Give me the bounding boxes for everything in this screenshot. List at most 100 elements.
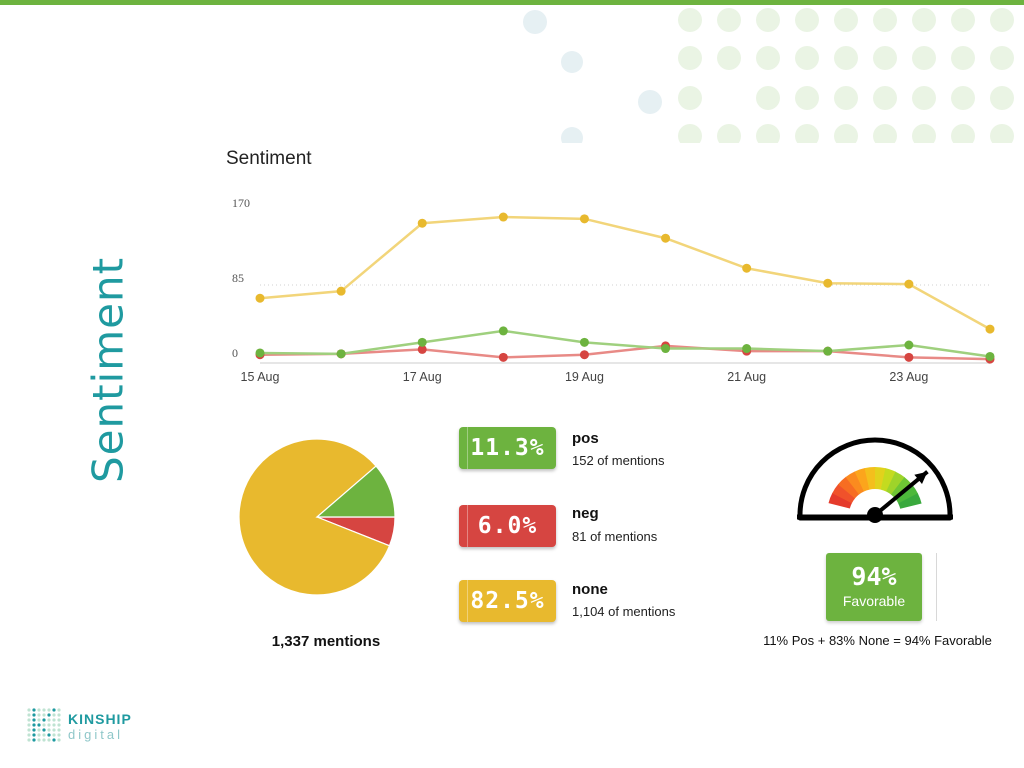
decor-dot	[834, 86, 858, 110]
kinship-k-icon	[27, 708, 61, 742]
neg-percent-badge: 6.0%	[459, 505, 556, 547]
logo-dot	[37, 718, 41, 722]
logo-dot	[57, 728, 61, 732]
decor-dot	[951, 46, 975, 70]
logo-dot	[42, 718, 46, 722]
data-point-pos	[336, 349, 346, 359]
x-tick-label: 21 Aug	[727, 370, 766, 384]
logo-dot	[47, 728, 51, 732]
logo-dot	[47, 708, 51, 712]
data-point-none	[742, 263, 752, 273]
decor-dot	[678, 8, 702, 32]
logo-dot	[52, 708, 56, 712]
logo-dot	[47, 733, 51, 737]
decor-dot	[912, 8, 936, 32]
logo-dot	[42, 738, 46, 742]
decor-dot	[756, 86, 780, 110]
x-tick-label: 17 Aug	[403, 370, 442, 384]
neg-mentions: 81 of mentions	[572, 529, 658, 544]
favorability-formula: 11% Pos + 83% None = 94% Favorable	[763, 633, 992, 648]
logo-dot	[52, 738, 56, 742]
logo-sub: digital	[68, 727, 123, 742]
decor-dot	[795, 86, 819, 110]
gauge-segment	[838, 476, 860, 499]
logo-dot	[37, 723, 41, 727]
logo-dot	[37, 733, 41, 737]
favorable-box-edge	[936, 553, 937, 621]
favorability-gauge	[797, 437, 953, 523]
decor-dot	[912, 124, 936, 148]
data-point-none	[336, 286, 346, 296]
decor-dot	[990, 124, 1014, 148]
logo-dot	[27, 718, 31, 722]
data-point-none	[985, 324, 995, 334]
neg-label: neg	[572, 505, 599, 522]
logo-dot	[27, 733, 31, 737]
x-tick-label: 15 Aug	[241, 370, 280, 384]
logo-name: KINSHIP	[68, 711, 132, 727]
data-point-none	[823, 278, 833, 288]
data-point-pos	[661, 344, 671, 354]
data-point-none	[579, 214, 589, 224]
logo-dot	[57, 713, 61, 717]
pie-slice-pos	[315, 465, 396, 518]
logo-dot	[57, 723, 61, 727]
data-point-pos	[823, 346, 833, 356]
gauge-segment	[832, 484, 856, 504]
gauge-segment	[898, 493, 922, 509]
data-point-pos	[904, 340, 914, 350]
pos-percent-badge: 11.3%	[459, 427, 556, 469]
data-point-none	[498, 212, 508, 222]
logo-dot	[52, 733, 56, 737]
decor-dot	[795, 124, 819, 148]
slide-side-title: Sentiment	[58, 240, 158, 500]
decor-dot	[834, 8, 858, 32]
none-label: none	[572, 581, 608, 598]
logo-dot	[27, 728, 31, 732]
decor-dot	[834, 46, 858, 70]
logo-dot	[32, 733, 36, 737]
gauge-segment	[890, 477, 913, 499]
data-point-neg	[904, 352, 914, 362]
logo-dot	[47, 723, 51, 727]
logo-dot	[42, 708, 46, 712]
gauge-segment	[828, 492, 852, 509]
gauge-segment	[875, 467, 886, 490]
decor-dot	[873, 46, 897, 70]
decor-dot	[873, 124, 897, 148]
decor-dot	[912, 46, 936, 70]
logo-dot	[37, 708, 41, 712]
series-line-none	[259, 215, 991, 331]
logo-dot	[47, 718, 51, 722]
data-point-neg	[498, 352, 508, 362]
data-point-pos	[579, 337, 589, 347]
gauge-segment	[880, 468, 896, 492]
decor-dot	[951, 86, 975, 110]
x-tick-label: 19 Aug	[565, 370, 604, 384]
logo-dot	[27, 708, 31, 712]
data-point-neg	[579, 350, 589, 360]
y-tick-label: 0	[232, 346, 238, 360]
logo-dot	[32, 723, 36, 727]
decor-dot	[717, 124, 741, 148]
pos-mentions: 152 of mentions	[572, 453, 665, 468]
data-point-pos	[255, 348, 265, 358]
logo-dot	[47, 738, 51, 742]
decor-dot	[990, 86, 1014, 110]
decor-dot	[678, 124, 702, 148]
data-point-pos	[417, 337, 427, 347]
gauge-needle	[867, 470, 929, 523]
data-point-pos	[985, 351, 995, 361]
decor-dot	[990, 8, 1014, 32]
gauge-hub	[867, 507, 883, 523]
data-point-pos	[498, 326, 508, 336]
logo-dot	[42, 728, 46, 732]
logo-dot	[57, 708, 61, 712]
sentiment-line-chart: 0 85 170 15 Aug 17 Aug 19 Aug 21 Aug 23 Aug	[232, 196, 995, 384]
data-point-none	[904, 279, 914, 289]
logo-dot	[27, 713, 31, 717]
decor-dot	[795, 46, 819, 70]
decor-dot	[678, 86, 702, 110]
decor-dot	[717, 46, 741, 70]
series-line-neg	[259, 344, 991, 361]
